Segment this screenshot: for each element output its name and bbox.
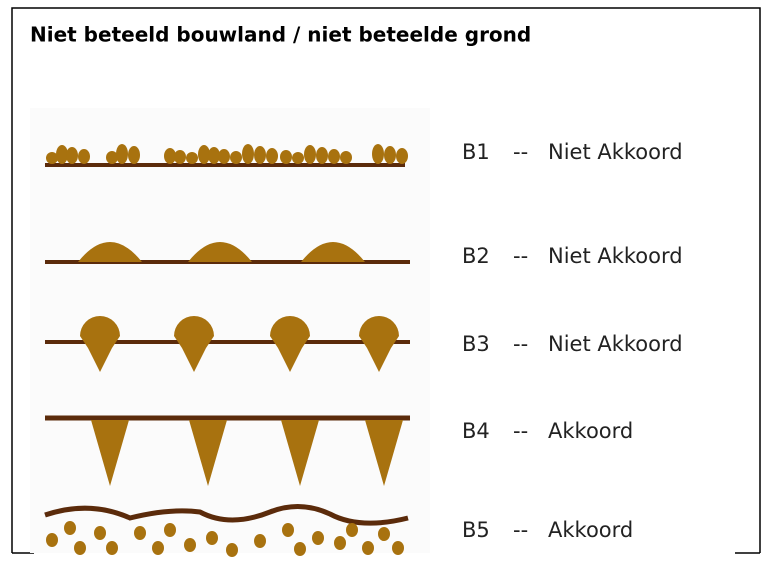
clod — [94, 526, 106, 540]
clod — [304, 145, 316, 164]
clod — [384, 146, 396, 164]
clod — [280, 150, 292, 164]
item-status: Niet Akkoord — [548, 244, 683, 268]
clod — [134, 526, 146, 540]
clod — [230, 151, 242, 164]
item-status: Akkoord — [548, 518, 633, 542]
title: Niet beteeld bouwland / niet beteelde gr… — [30, 23, 531, 47]
separator: -- — [513, 518, 528, 542]
clod — [226, 543, 238, 557]
clod — [184, 538, 196, 552]
clod — [334, 536, 346, 550]
separator: -- — [513, 332, 528, 356]
item-code: B2 — [462, 244, 490, 268]
clod — [152, 541, 164, 555]
page: Niet beteeld bouwland / niet beteelde gr… — [0, 0, 764, 561]
clod — [328, 149, 340, 164]
clod — [294, 542, 306, 556]
item-code: B5 — [462, 518, 490, 542]
clod — [292, 152, 304, 164]
clod — [254, 146, 266, 164]
clod — [164, 523, 176, 537]
item-code: B3 — [462, 332, 490, 356]
clod — [218, 149, 230, 164]
clod — [316, 147, 328, 164]
clod — [372, 144, 384, 164]
clod — [362, 541, 374, 555]
clod — [106, 541, 118, 555]
clod — [174, 150, 186, 164]
clod — [116, 144, 128, 164]
item-code: B4 — [462, 419, 490, 443]
clod — [340, 151, 352, 164]
clod — [186, 152, 198, 164]
clod — [206, 531, 218, 545]
clod — [128, 146, 140, 164]
clod — [78, 149, 90, 164]
clod — [74, 541, 86, 555]
clod — [254, 534, 266, 548]
clod — [242, 144, 254, 164]
clod — [66, 147, 78, 164]
clod — [312, 531, 324, 545]
clod — [396, 148, 408, 164]
clod — [64, 521, 76, 535]
item-status: Niet Akkoord — [548, 140, 683, 164]
separator: -- — [513, 419, 528, 443]
item-status: Niet Akkoord — [548, 332, 683, 356]
clod — [392, 541, 404, 555]
clod — [282, 523, 294, 537]
diagram: Niet beteeld bouwland / niet beteelde gr… — [0, 0, 764, 561]
item-status: Akkoord — [548, 419, 633, 443]
clod — [46, 533, 58, 547]
clod — [378, 527, 390, 541]
clod — [346, 523, 358, 537]
separator: -- — [513, 140, 528, 164]
clod — [266, 148, 278, 164]
separator: -- — [513, 244, 528, 268]
item-code: B1 — [462, 140, 490, 164]
